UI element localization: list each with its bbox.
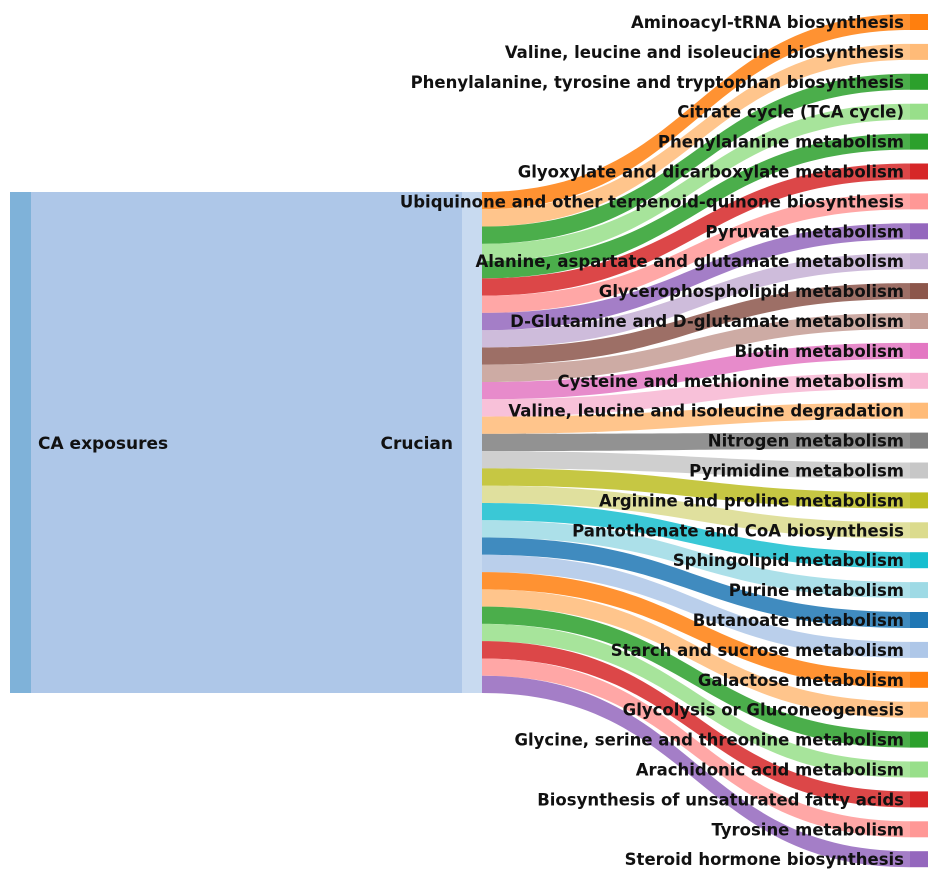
nodes-layer <box>10 192 482 693</box>
flow-pantothenate-and-coa-biosynthesis <box>482 485 910 539</box>
target-node-phenylalanine-tyrosine-and-tryptophan-biosynthesis <box>910 73 928 90</box>
target-node-glycine-serine-and-threonine-metabolism <box>910 731 928 748</box>
target-label-butanoate-metabolism: Butanoate metabolism <box>693 611 904 630</box>
target-node-butanoate-metabolism <box>910 612 928 628</box>
flow-arginine-and-proline-metabolism <box>482 468 910 509</box>
target-node-ubiquinone-and-other-terpenoid-quinone-biosynthesis <box>910 193 928 210</box>
target-label-nitrogen-metabolism: Nitrogen metabolism <box>708 432 904 451</box>
target-label-glycine-serine-and-threonine-metabolism: Glycine, serine and threonine metabolism <box>514 731 904 750</box>
target-label-biotin-metabolism: Biotin metabolism <box>735 342 904 361</box>
target-label-d-glutamine-and-d-glutamate-metabolism: D-Glutamine and D-glutamate metabolism <box>510 312 904 331</box>
target-label-pyrimidine-metabolism: Pyrimidine metabolism <box>689 462 904 481</box>
target-node-starch-and-sucrose-metabolism <box>910 641 928 658</box>
middle-node-bar <box>462 192 482 693</box>
target-node-nitrogen-metabolism <box>910 432 928 449</box>
target-node-aminoacyl-trna-biosynthesis <box>910 14 928 30</box>
flow-valine-leucine-and-isoleucine-degradation <box>482 402 910 434</box>
target-label-cysteine-and-methionine-metabolism: Cysteine and methionine metabolism <box>557 372 904 391</box>
flow-starch-and-sucrose-metabolism <box>482 554 910 658</box>
target-label-valine-leucine-and-isoleucine-degradation: Valine, leucine and isoleucine degradati… <box>508 402 904 421</box>
flow-glycolysis-or-gluconeogenesis <box>482 589 910 718</box>
target-label-galactose-metabolism: Galactose metabolism <box>698 671 904 690</box>
flow-biosynthesis-of-unsaturated-fatty-acids <box>482 641 910 808</box>
target-node-cysteine-and-methionine-metabolism <box>910 372 928 389</box>
flow-valine-leucine-and-isoleucine-biosynthesis <box>482 43 910 227</box>
flow-phenylalanine-metabolism <box>482 133 910 279</box>
flow-pyrimidine-metabolism <box>482 451 910 479</box>
flow-alanine-aspartate-and-glutamate-metabolism <box>482 253 910 348</box>
target-label-purine-metabolism: Purine metabolism <box>729 581 904 600</box>
target-label-valine-leucine-and-isoleucine-biosynthesis: Valine, leucine and isoleucine biosynthe… <box>505 43 904 62</box>
flow-citrate-cycle-tca-cycle <box>482 103 910 262</box>
target-node-pantothenate-and-coa-biosynthesis <box>910 522 928 539</box>
target-node-d-glutamine-and-d-glutamate-metabolism <box>910 313 928 329</box>
source-node-block <box>10 192 462 693</box>
target-label-tyrosine-metabolism: Tyrosine metabolism <box>711 820 904 839</box>
target-node-valine-leucine-and-isoleucine-biosynthesis <box>910 43 928 60</box>
flow-tyrosine-metabolism <box>482 658 910 838</box>
target-node-steroid-hormone-biosynthesis <box>910 851 928 868</box>
target-label-arginine-and-proline-metabolism: Arginine and proline metabolism <box>599 491 904 510</box>
target-node-citrate-cycle-tca-cycle <box>910 103 928 120</box>
target-label-citrate-cycle-tca-cycle: Citrate cycle (TCA cycle) <box>677 103 904 122</box>
flow-nitrogen-metabolism <box>482 432 910 452</box>
target-node-glycerophospholipid-metabolism <box>910 283 928 300</box>
source-node-edge <box>10 192 31 693</box>
target-label-pantothenate-and-coa-biosynthesis: Pantothenate and CoA biosynthesis <box>572 521 904 540</box>
flows-layer <box>482 14 910 868</box>
flow-ubiquinone-and-other-terpenoid-quinone-biosynthesis <box>482 193 910 313</box>
target-node-glycolysis-or-gluconeogenesis <box>910 701 928 718</box>
target-label-aminoacyl-trna-biosynthesis: Aminoacyl-tRNA biosynthesis <box>631 13 904 32</box>
target-label-phenylalanine-metabolism: Phenylalanine metabolism <box>658 133 904 152</box>
flow-arachidonic-acid-metabolism <box>482 623 910 778</box>
flow-purine-metabolism <box>482 520 910 599</box>
flow-pyruvate-metabolism <box>482 223 910 331</box>
target-node-pyrimidine-metabolism <box>910 462 928 479</box>
target-label-ubiquinone-and-other-terpenoid-quinone-biosynthesis: Ubiquinone and other terpenoid-quinone b… <box>400 192 904 211</box>
target-label-starch-and-sucrose-metabolism: Starch and sucrose metabolism <box>611 641 904 660</box>
target-label-alanine-aspartate-and-glutamate-metabolism: Alanine, aspartate and glutamate metabol… <box>476 252 905 271</box>
flow-biotin-metabolism <box>482 342 910 400</box>
target-label-steroid-hormone-biosynthesis: Steroid hormone biosynthesis <box>625 850 905 869</box>
target-node-galactose-metabolism <box>910 671 928 688</box>
target-node-tyrosine-metabolism <box>910 821 928 838</box>
target-node-arachidonic-acid-metabolism <box>910 761 928 778</box>
target-node-valine-leucine-and-isoleucine-degradation <box>910 402 928 419</box>
middle-node-label: Crucian <box>381 434 453 454</box>
target-label-arachidonic-acid-metabolism: Arachidonic acid metabolism <box>636 761 904 780</box>
target-node-sphingolipid-metabolism <box>910 552 928 569</box>
target-bars-layer <box>910 14 928 868</box>
flow-glycerophospholipid-metabolism <box>482 283 910 365</box>
target-label-biosynthesis-of-unsaturated-fatty-acids: Biosynthesis of unsaturated fatty acids <box>537 790 904 809</box>
flow-d-glutamine-and-d-glutamate-metabolism <box>482 313 910 383</box>
target-node-glyoxylate-and-dicarboxylate-metabolism <box>910 163 928 180</box>
flow-galactose-metabolism <box>482 572 910 688</box>
flow-cysteine-and-methionine-metabolism <box>482 372 910 417</box>
target-node-phenylalanine-metabolism <box>910 133 928 150</box>
flow-sphingolipid-metabolism <box>482 502 910 569</box>
target-node-pyruvate-metabolism <box>910 223 928 240</box>
labels-layer: CA exposures Crucian Aminoacyl-tRNA bios… <box>38 13 904 869</box>
flow-glyoxylate-and-dicarboxylate-metabolism <box>482 163 910 296</box>
target-label-glyoxylate-and-dicarboxylate-metabolism: Glyoxylate and dicarboxylate metabolism <box>518 163 904 182</box>
target-label-phenylalanine-tyrosine-and-tryptophan-biosynthesis: Phenylalanine, tyrosine and tryptophan b… <box>411 73 905 92</box>
flow-glycine-serine-and-threonine-metabolism <box>482 606 910 748</box>
target-node-arginine-and-proline-metabolism <box>910 492 928 509</box>
flow-phenylalanine-tyrosine-and-tryptophan-biosynthesis <box>482 73 910 244</box>
target-node-biotin-metabolism <box>910 342 928 359</box>
target-label-glycolysis-or-gluconeogenesis: Glycolysis or Gluconeogenesis <box>623 701 904 720</box>
target-label-glycerophospholipid-metabolism: Glycerophospholipid metabolism <box>599 282 904 301</box>
flow-aminoacyl-trna-biosynthesis <box>482 14 910 210</box>
flow-steroid-hormone-biosynthesis <box>482 675 910 868</box>
target-node-alanine-aspartate-and-glutamate-metabolism <box>910 253 928 270</box>
flow-butanoate-metabolism <box>482 537 910 628</box>
source-node-label: CA exposures <box>38 434 168 454</box>
target-label-sphingolipid-metabolism: Sphingolipid metabolism <box>673 551 904 570</box>
target-label-pyruvate-metabolism: Pyruvate metabolism <box>705 222 904 241</box>
target-node-biosynthesis-of-unsaturated-fatty-acids <box>910 791 928 808</box>
target-node-purine-metabolism <box>910 582 928 599</box>
